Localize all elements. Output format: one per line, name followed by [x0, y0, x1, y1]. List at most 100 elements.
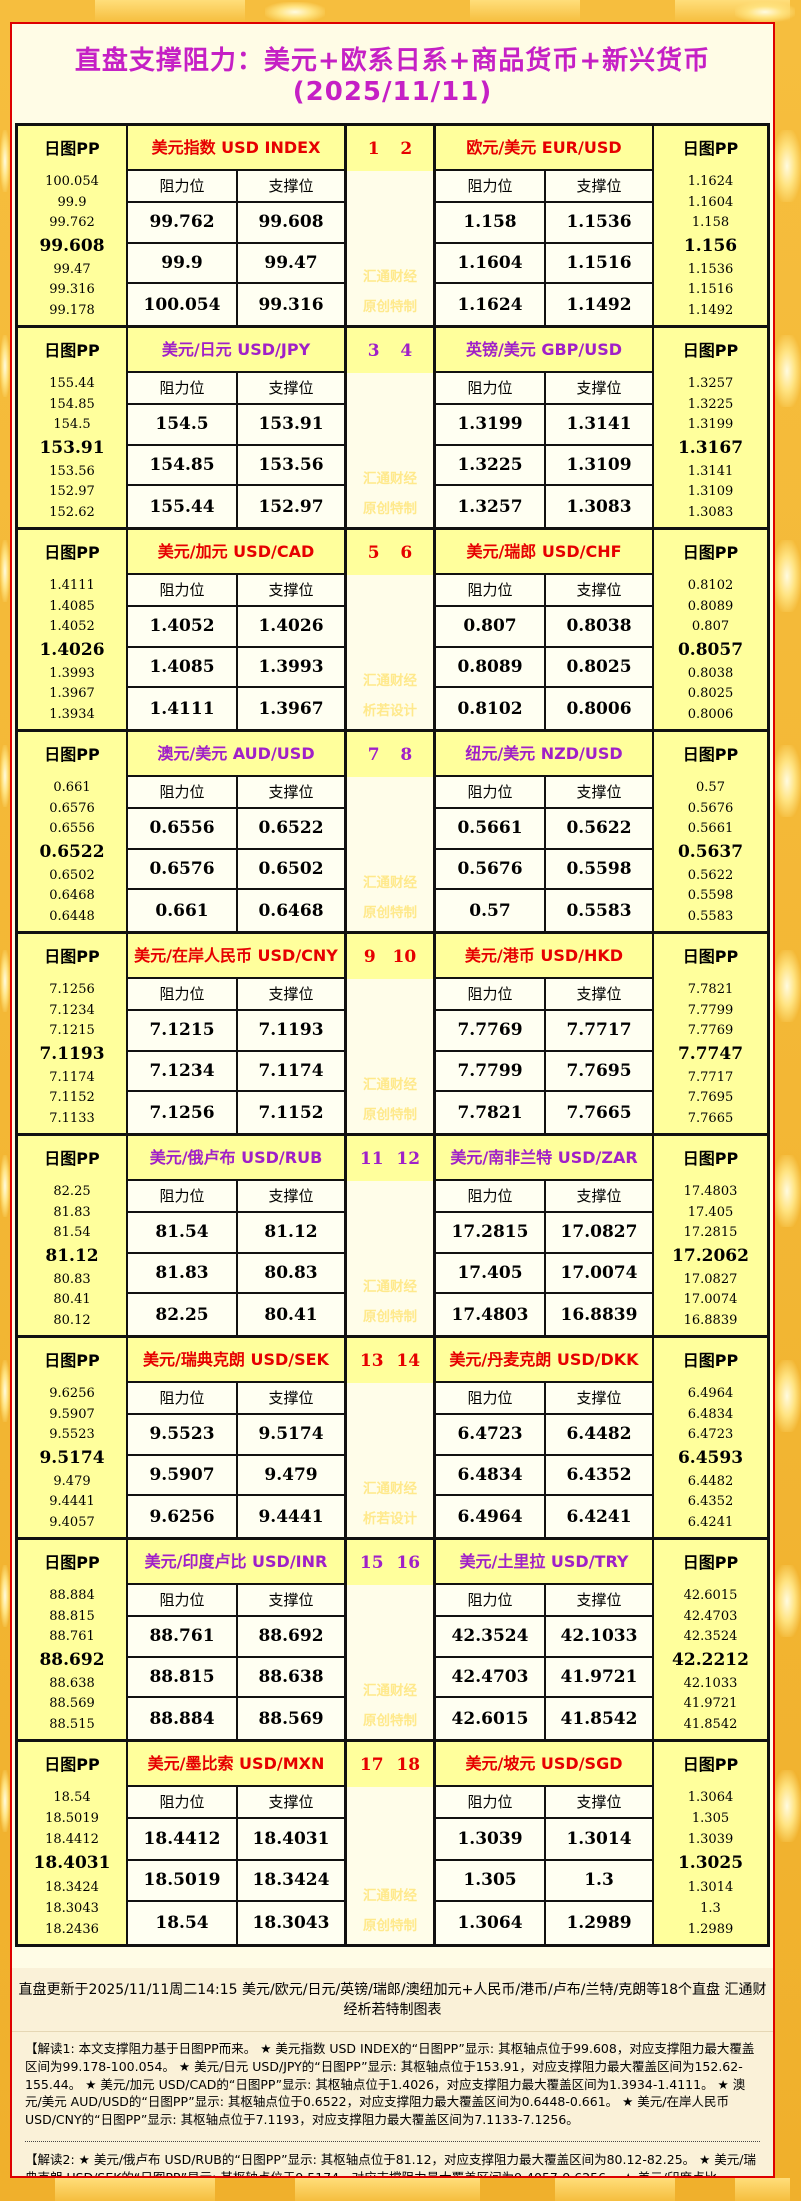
pp-level: 100.054 [45, 173, 99, 189]
frame-glow [0, 540, 10, 602]
frame-glow [773, 1155, 801, 1227]
support-value: 0.8006 [544, 688, 652, 729]
frame-glow [0, 335, 10, 397]
pp-level: 7.1234 [49, 1002, 95, 1018]
support-value: 1.1536 [544, 203, 652, 244]
pp-level: 6.4352 [687, 1494, 734, 1510]
pp-pivot: 0.6522 [39, 841, 105, 862]
pp-level: 1.305 [691, 1811, 730, 1827]
pp-pivot: 81.12 [45, 1245, 99, 1266]
pp-level: 7.7799 [687, 1002, 734, 1018]
pp-level: 6.4482 [687, 1473, 734, 1489]
pair-number-left: 9 [363, 946, 376, 967]
pair-number-left: 11 [359, 1148, 384, 1169]
middle-column: 11 12 汇通财经 原创特制 [344, 1136, 436, 1335]
support-value: 0.5622 [544, 809, 652, 850]
frame-glow [773, 1770, 801, 1842]
pair-table-right: 美元/瑞郎 USD/CHF 阻力位 支撑位 0.807 0.8038 0.808… [436, 530, 652, 729]
resistance-value: 155.44 [128, 486, 236, 527]
pp-level: 7.7821 [687, 981, 734, 997]
resistance-value: 1.3199 [436, 405, 544, 446]
resistance-value: 1.3039 [436, 1819, 544, 1861]
resistance-value: 99.762 [128, 203, 236, 244]
footer-summary: 直盘更新于2025/11/11周二14:15 美元/欧元/日元/英镑/瑞郎/澳纽… [12, 1968, 773, 2032]
pp-column-header: 日图PP [44, 1149, 100, 1168]
pair-title: 纽元/美元 NZD/USD [436, 732, 652, 777]
pair-title: 美元/日元 USD/JPY [128, 328, 344, 373]
resistance-header: 阻力位 [436, 979, 544, 1011]
site-watermark-line2: 析若设计 [363, 703, 417, 719]
pp-level: 88.761 [49, 1629, 95, 1645]
pair-title: 英镑/美元 GBP/USD [436, 328, 652, 373]
pp-column-right: 日图PP 1.1624 1.1604 1.158 1.156 1.1536 1.… [652, 126, 767, 325]
resistance-header: 阻力位 [436, 777, 544, 809]
pp-level: 155.44 [49, 375, 95, 391]
resistance-value: 1.3257 [436, 486, 544, 527]
resistance-header: 阻力位 [128, 979, 236, 1011]
pair-title: 美元/俄卢布 USD/RUB [128, 1136, 344, 1181]
frame-tab [555, 2178, 675, 2201]
pp-level: 99.47 [53, 261, 91, 277]
resistance-value: 0.5676 [436, 849, 544, 891]
pp-level: 99.316 [49, 282, 95, 298]
note-1: 【解读1: 本文支撑阻力基于日图PP而来。 ★ 美元指数 USD INDEX的“… [25, 2040, 760, 2142]
pp-level: 1.158 [691, 215, 730, 231]
pp-level: 0.8006 [687, 707, 734, 723]
frame-glow [0, 1565, 10, 1627]
resistance-header: 阻力位 [128, 1383, 236, 1415]
pp-level: 1.3109 [687, 484, 734, 500]
pp-level: 9.479 [53, 1473, 91, 1489]
pp-level: 6.4241 [687, 1515, 734, 1531]
frame-glow [0, 130, 10, 192]
support-value: 80.41 [236, 1294, 344, 1335]
resistance-value: 7.1256 [128, 1092, 236, 1133]
support-value: 88.692 [236, 1617, 344, 1658]
resistance-value: 6.4964 [436, 1496, 544, 1537]
pp-levels-right: 1.3064 1.305 1.3039 1.3025 1.3014 1.3 1.… [654, 1787, 767, 1944]
pair-number-right: 16 [396, 1552, 421, 1573]
support-value: 7.1152 [236, 1092, 344, 1133]
resistance-value: 154.5 [128, 405, 236, 446]
pp-level: 1.1492 [687, 303, 734, 319]
pp-column-header: 日图PP [682, 745, 739, 764]
pp-level: 9.4057 [49, 1515, 95, 1531]
pair-title: 美元/印度卢比 USD/INR [128, 1540, 344, 1585]
support-value: 0.6468 [236, 890, 344, 931]
pair-table-right: 英镑/美元 GBP/USD 阻力位 支撑位 1.3199 1.3141 1.32… [436, 328, 652, 527]
pair-title: 美元/瑞典克朗 USD/SEK [128, 1338, 344, 1383]
support-value: 1.1492 [544, 284, 652, 325]
pp-level: 1.1516 [687, 282, 734, 298]
pp-level: 154.5 [53, 417, 91, 433]
middle-column: 17 18 汇通财经 原创特制 [344, 1742, 436, 1944]
pp-level: 1.3993 [49, 665, 95, 681]
pp-level: 18.3043 [45, 1900, 99, 1916]
pp-level: 9.5907 [49, 1406, 95, 1422]
resistance-value: 1.3064 [436, 1902, 544, 1944]
pp-column-header: 日图PP [682, 1755, 739, 1774]
content-panel: 直盘支撑阻力：美元+欧系日系+商品货币+新兴货币(2025/11/11) 更新于… [10, 22, 775, 2178]
pair-table-left: 美元/在岸人民币 USD/CNY 阻力位 支撑位 7.1215 7.1193 7… [128, 934, 344, 1133]
pp-column-right: 日图PP 7.7821 7.7799 7.7769 7.7747 7.7717 … [652, 934, 767, 1133]
resistance-value: 99.9 [128, 243, 236, 285]
pp-pivot: 42.2212 [672, 1649, 749, 1670]
resistance-value: 18.4412 [128, 1819, 236, 1861]
resistance-value: 0.6576 [128, 849, 236, 891]
pp-level: 0.6502 [49, 867, 95, 883]
pair-table-right: 欧元/美元 EUR/USD 阻力位 支撑位 1.158 1.1536 1.160… [436, 126, 652, 325]
pp-column-left: 日图PP 0.661 0.6576 0.6556 0.6522 0.6502 0… [18, 732, 128, 931]
pp-pivot: 153.91 [39, 437, 105, 458]
resistance-value: 88.815 [128, 1657, 236, 1699]
pp-pivot: 1.3167 [677, 437, 744, 458]
pair-number-left: 7 [367, 744, 380, 765]
pp-level: 1.3199 [687, 417, 734, 433]
site-watermark-line2: 原创特制 [363, 1309, 417, 1325]
pp-column-header: 日图PP [682, 341, 739, 360]
pp-level: 1.3967 [49, 686, 95, 702]
pair-title: 美元/墨比索 USD/MXN [128, 1742, 344, 1787]
pp-column-header: 日图PP [682, 1351, 739, 1370]
support-value: 16.8839 [544, 1294, 652, 1335]
resistance-value: 7.7769 [436, 1011, 544, 1052]
support-value: 1.3083 [544, 486, 652, 527]
pair-number-right: 6 [400, 542, 413, 563]
site-watermark-line1: 汇通财经 [363, 269, 417, 285]
